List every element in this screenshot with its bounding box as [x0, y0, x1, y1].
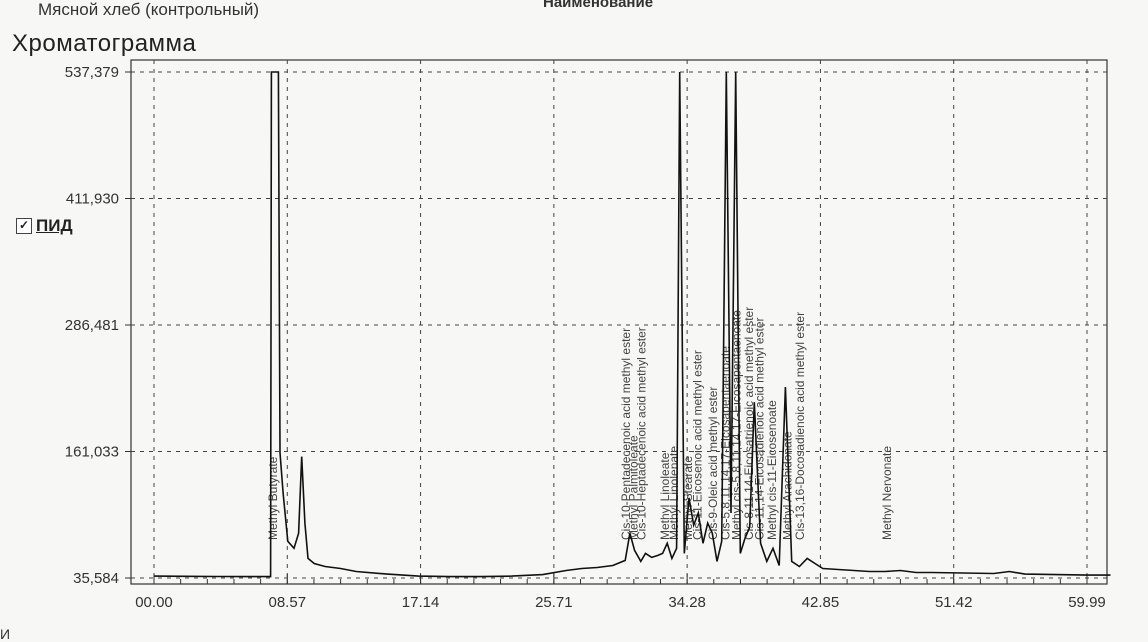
x-tick-label: 34.28 [668, 594, 706, 611]
y-tick-label: 35,584 [73, 570, 119, 587]
peak-label: Cis-11-Eicosenoic acid methyl ester [690, 350, 704, 540]
peak-label: Methyl Butyrate [266, 456, 280, 540]
x-tick-label: 59.99 [1068, 594, 1106, 611]
y-tick-label: 286,481 [65, 317, 119, 334]
peak-label: Methyl cis-11-Eicosenoate [765, 400, 779, 540]
peak-label: Methyl Arachidonate [781, 431, 795, 540]
x-tick-label: 17.14 [402, 594, 440, 611]
x-tick-label: 51.42 [935, 594, 973, 611]
column-header: Наименование [543, 0, 654, 11]
peak-label: Methyl Palmitoleate [627, 435, 641, 540]
chromatogram-trace [153, 71, 1111, 578]
x-tick-label: 25.71 [535, 594, 573, 611]
axis-ticks [125, 71, 1088, 584]
checkbox-icon[interactable]: ✓ [16, 218, 32, 234]
peak-label: Methyl Nervonate [880, 446, 894, 540]
legend-pid[interactable]: ✓ ПИД [16, 216, 73, 236]
peak-labels: Methyl Butyrate Cis-10-Pentadecenoic acid… [266, 307, 894, 540]
sample-name: Мясной хлеб (контрольный) [38, 0, 260, 19]
x-tick-label: 08.57 [269, 594, 307, 611]
peak-label: Cis-10-Heptadecenoic acid methyl ester [634, 327, 648, 540]
plot-frame [130, 59, 1108, 585]
peak-label: Cis-9-Oleic acid methyl ester [706, 387, 720, 540]
x-tick-labels: 00.00 08.57 17.14 25.71 34.28 42.85 51.42 59.99 [135, 594, 1106, 611]
peak-label: Cis-11,14-Eicosadienoic acid methyl este… [753, 317, 767, 540]
y-tick-label: 161,033 [65, 443, 119, 460]
peak-label: Cis-10-Pentadecenoic acid methyl ester [619, 328, 633, 540]
y-tick-label: 537,379 [65, 64, 119, 81]
grid [131, 60, 1107, 584]
peak-label: Methyl Linolenate [667, 446, 681, 540]
y-tick-labels: 537,379 411,930 286,481 161,033 35,584 [65, 64, 119, 587]
peak-label: Methyl Linoleate [658, 452, 672, 540]
peak-label: Cis-8,11,14-Eicosatrienoic acid methyl e… [742, 307, 756, 540]
x-tick-label: 42.85 [802, 594, 840, 611]
y-tick-label: 411,930 [66, 191, 119, 208]
legend-label[interactable]: ПИД [36, 216, 73, 235]
x-tick-label: 00.00 [135, 594, 173, 611]
peak-label: Cis-13,16-Docosadienoic acid methyl este… [793, 312, 807, 540]
footer-fragment: И [0, 626, 11, 642]
chart-title: Хроматограмма [12, 30, 197, 57]
